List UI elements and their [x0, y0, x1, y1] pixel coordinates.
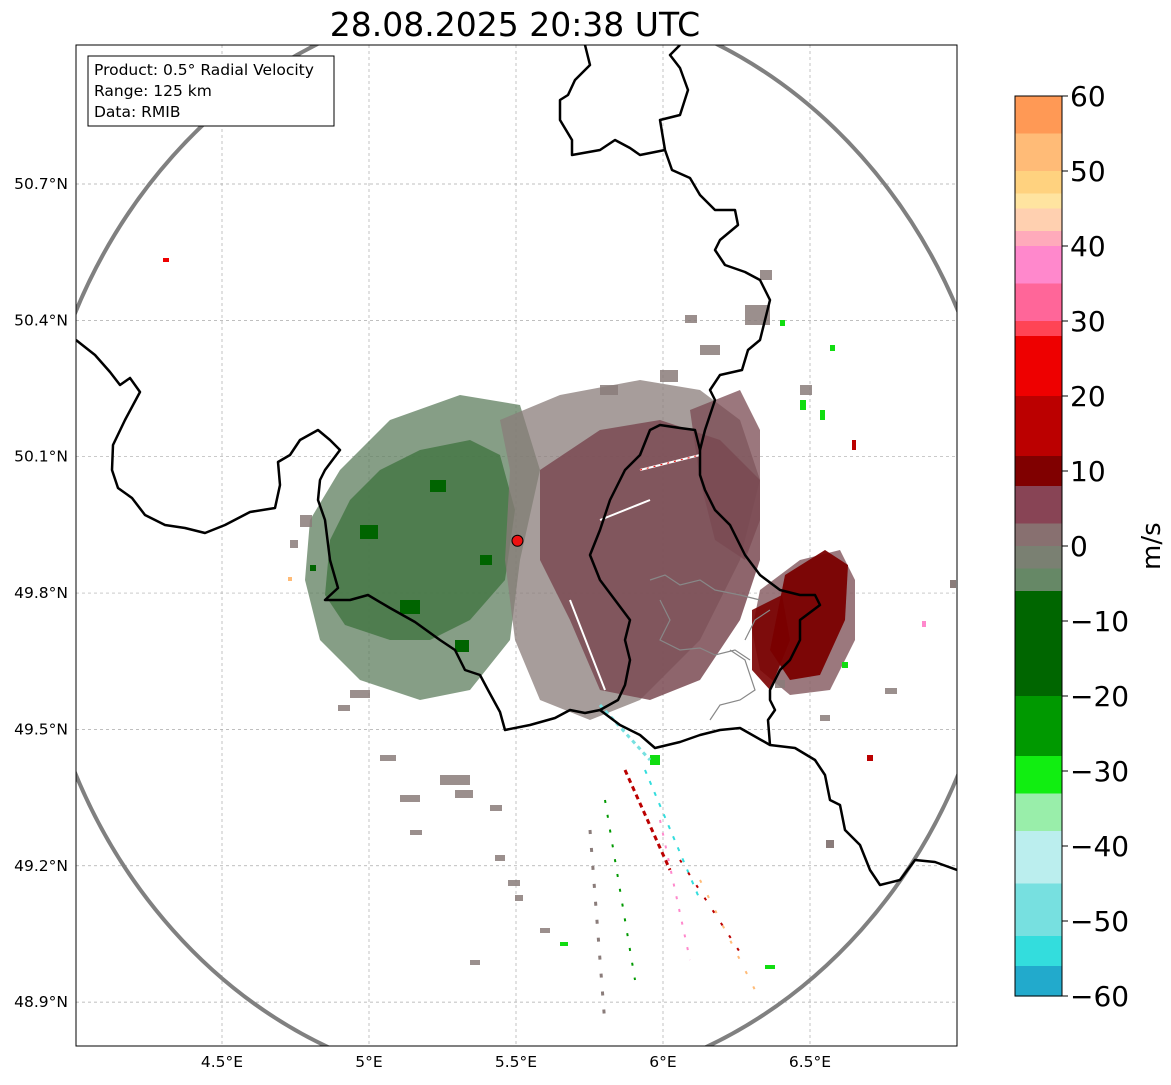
- colorbar-tick-label: 40: [1070, 230, 1106, 263]
- info-box: Product: 0.5° Radial Velocity Range: 125…: [87, 55, 335, 127]
- longitude-labels: 4.5°E 5°E 5.5°E 6°E 6.5°E: [201, 1053, 831, 1071]
- colorbar-tick-label: 50: [1070, 155, 1106, 188]
- colorbar-tick-label: 20: [1070, 380, 1106, 413]
- info-range: Range: 125 km: [94, 82, 212, 100]
- lat-tick-label: 50.4°N: [14, 311, 68, 329]
- lon-tick-label: 5.5°E: [495, 1053, 537, 1071]
- border-lu-fr: [599, 709, 957, 887]
- echo-region-inbound-mid: [305, 395, 540, 700]
- colorbar-band: [1015, 696, 1062, 757]
- latitude-labels: 50.7°N 50.4°N 50.1°N 49.8°N 49.5°N 49.2°N 48.9…: [14, 175, 68, 1011]
- colorbar-band: [1015, 208, 1062, 232]
- colorbar-tick-label: −20: [1070, 680, 1129, 713]
- colorbar-tick-label: 0: [1070, 530, 1088, 563]
- colorbar-tick-label: −50: [1070, 905, 1129, 938]
- scattered-bright-green-echoes: [560, 320, 848, 969]
- colorbar-band: [1015, 96, 1062, 135]
- colorbar-tick-label: −10: [1070, 605, 1129, 638]
- border-de-be: [658, 45, 772, 451]
- lat-tick-label: 50.7°N: [14, 175, 68, 193]
- radial-streaks: [569, 454, 761, 1026]
- lon-tick-label: 5°E: [355, 1053, 382, 1071]
- colorbar: 60 50 40 30 20 10 0 −10 −20 −30 −40 −50 −60: [1014, 80, 1129, 1013]
- colorbar-band: [1015, 546, 1062, 570]
- colorbar-band: [1015, 591, 1062, 697]
- colorbar-band: [1015, 456, 1062, 487]
- lat-tick-label: 49.2°N: [14, 857, 68, 875]
- colorbar-band: [1015, 246, 1062, 285]
- colorbar-band: [1015, 321, 1062, 337]
- isolated-echoes: [163, 258, 956, 848]
- country-borders: [76, 45, 957, 887]
- velocity-echoes: [163, 258, 956, 1026]
- colorbar-tick-label: 30: [1070, 305, 1106, 338]
- colorbar-band: [1015, 171, 1062, 195]
- colorbar-band: [1015, 793, 1062, 832]
- colorbar-band: [1015, 523, 1062, 547]
- colorbar-band: [1015, 883, 1062, 937]
- map-title: 28.08.2025 20:38 UTC: [329, 5, 701, 44]
- echo-cell-edge: [752, 595, 790, 690]
- echo-cell-core: [770, 550, 848, 680]
- colorbar-band: [1015, 756, 1062, 795]
- colorbar-tick-label: −30: [1070, 755, 1129, 788]
- colorbar-band: [1015, 568, 1062, 592]
- colorbar-tick-label: 60: [1070, 80, 1106, 113]
- colorbar-tick-label: −40: [1070, 830, 1129, 863]
- colorbar-band: [1015, 231, 1062, 247]
- lat-tick-label: 50.1°N: [14, 448, 68, 466]
- internal-boundaries: [649, 574, 771, 721]
- colorbar-band: [1015, 396, 1062, 457]
- lon-tick-label: 6°E: [649, 1053, 676, 1071]
- colorbar-tick-label: 10: [1070, 455, 1106, 488]
- border-be-lu: [588, 423, 822, 746]
- lon-tick-label: 6.5°E: [789, 1053, 831, 1071]
- colorbar-band: [1015, 486, 1062, 525]
- radar-site-marker[interactable]: [511, 534, 524, 547]
- lon-tick-label: 4.5°E: [201, 1053, 243, 1071]
- info-data-source: Data: RMIB: [94, 103, 181, 121]
- colorbar-tick-label: −60: [1070, 980, 1129, 1013]
- map-frame: [75, 44, 958, 1047]
- echo-region-outbound-east: [690, 390, 760, 560]
- lat-tick-label: 49.5°N: [14, 720, 68, 738]
- border-be-fr-west: [76, 339, 601, 732]
- colorbar-band: [1015, 336, 1062, 397]
- colorbar-band: [1015, 283, 1062, 322]
- colorbar-band: [1015, 133, 1062, 172]
- lat-tick-label: 48.9°N: [14, 993, 68, 1011]
- info-product: Product: 0.5° Radial Velocity: [94, 61, 314, 79]
- scattered-echoes: [290, 270, 897, 965]
- lat-tick-label: 49.8°N: [14, 584, 68, 602]
- border-nl-be: [558, 45, 666, 157]
- colorbar-band: [1015, 936, 1062, 967]
- colorbar-band: [1015, 966, 1062, 997]
- colorbar-unit-label: m/s: [1137, 522, 1167, 570]
- scattered-green-echoes: [310, 480, 492, 652]
- colorbar-band: [1015, 831, 1062, 885]
- colorbar-band: [1015, 193, 1062, 210]
